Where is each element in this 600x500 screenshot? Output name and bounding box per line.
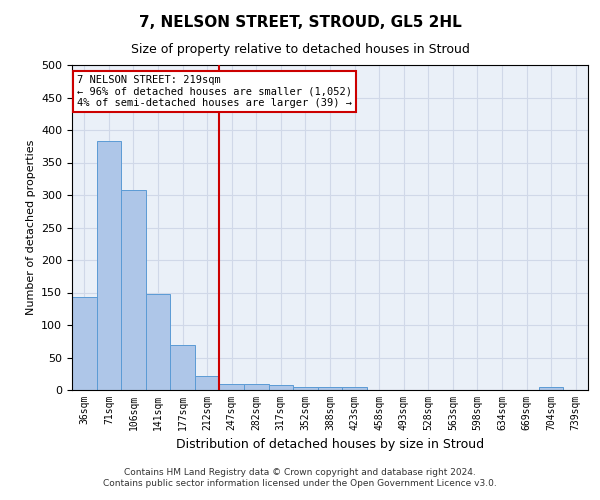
- Bar: [539, 387, 563, 390]
- Bar: [293, 387, 318, 390]
- Bar: [269, 386, 293, 390]
- Bar: [97, 141, 121, 390]
- Bar: [72, 297, 97, 390]
- Bar: [244, 384, 269, 390]
- Text: 7, NELSON STREET, STROUD, GL5 2HL: 7, NELSON STREET, STROUD, GL5 2HL: [139, 15, 461, 30]
- Bar: [318, 387, 342, 390]
- Bar: [342, 387, 367, 390]
- Bar: [170, 344, 195, 390]
- Y-axis label: Number of detached properties: Number of detached properties: [26, 140, 35, 315]
- Bar: [146, 294, 170, 390]
- Bar: [220, 384, 244, 390]
- Text: Size of property relative to detached houses in Stroud: Size of property relative to detached ho…: [131, 42, 469, 56]
- Text: Contains HM Land Registry data © Crown copyright and database right 2024.
Contai: Contains HM Land Registry data © Crown c…: [103, 468, 497, 487]
- Text: 7 NELSON STREET: 219sqm
← 96% of detached houses are smaller (1,052)
4% of semi-: 7 NELSON STREET: 219sqm ← 96% of detache…: [77, 74, 352, 108]
- Bar: [121, 190, 146, 390]
- X-axis label: Distribution of detached houses by size in Stroud: Distribution of detached houses by size …: [176, 438, 484, 452]
- Bar: [195, 376, 220, 390]
